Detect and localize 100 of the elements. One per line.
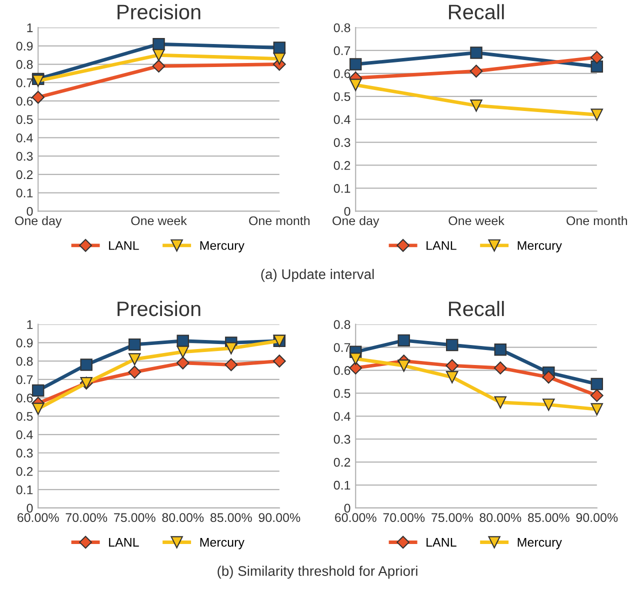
chart-title: Precision	[118, 300, 200, 316]
chart-title: Precision	[118, 4, 200, 20]
legend-label: Mercury	[518, 241, 562, 252]
x-tick-label: One month	[249, 216, 310, 226]
point	[152, 38, 165, 50]
point	[398, 334, 410, 347]
point	[470, 46, 482, 59]
point	[398, 360, 410, 372]
x-tick-label: 85.00%	[210, 513, 252, 522]
point	[349, 352, 362, 365]
point	[494, 343, 506, 356]
y-tick-label: 0.2	[334, 458, 350, 467]
y-tick-label: 0.4	[16, 134, 33, 142]
y-tick-label: 0.1	[16, 485, 33, 494]
point	[128, 366, 142, 379]
x-tick-label: 85.00%	[528, 513, 570, 522]
y-tick-label: 0.5	[16, 115, 33, 124]
y-tick-label: 0.8	[334, 320, 350, 330]
legend-label: LANL	[426, 538, 456, 547]
y-tick-label: 0.5	[334, 92, 350, 102]
y-tick-label: 0.9	[16, 42, 33, 51]
y-tick-label: 0.6	[16, 394, 33, 402]
y-tick-label: 0.7	[334, 343, 350, 352]
y-tick-label: 0.6	[334, 366, 350, 375]
x-tick-label: One month	[566, 216, 628, 226]
point	[176, 346, 189, 358]
y-tick-label: 0.3	[334, 434, 350, 444]
point	[176, 356, 190, 370]
point	[542, 370, 556, 384]
point	[152, 48, 165, 62]
point	[590, 108, 604, 121]
y-tick-label: 0.4	[334, 412, 350, 421]
x-tick-label: 70.00%	[66, 513, 108, 522]
y-tick-label: 0.3	[16, 152, 33, 161]
x-tick-label: 90.00%	[258, 513, 300, 522]
point	[80, 358, 92, 371]
x-tick-label: One day	[15, 216, 62, 228]
x-tick-label: 75.00%	[432, 513, 473, 522]
y-tick-label: 0.7	[16, 78, 33, 88]
point	[224, 358, 238, 372]
point	[349, 362, 362, 374]
y-tick-label: 0	[344, 504, 350, 513]
y-tick-label: 0.5	[334, 389, 350, 398]
point	[349, 58, 362, 70]
chart-title: Recall	[449, 4, 504, 20]
y-tick-label: 0.7	[16, 375, 33, 384]
text: (b) Similarity threshold for Apriori	[218, 566, 418, 579]
point	[470, 64, 483, 78]
y-tick-label: 0.6	[334, 69, 350, 78]
point	[349, 78, 362, 92]
y-tick-label: 0.3	[16, 448, 33, 458]
y-tick-label: 0.1	[334, 184, 350, 193]
y-tick-label: 0.2	[16, 467, 33, 476]
point	[128, 338, 141, 351]
point	[152, 60, 166, 73]
y-tick-label: 0.3	[334, 138, 350, 147]
y-tick-label: 0.5	[16, 412, 33, 421]
point	[590, 403, 604, 416]
y-tick-label: 0.1	[16, 188, 33, 198]
point	[446, 338, 458, 352]
x-tick-label: 70.00%	[383, 513, 425, 522]
y-tick-label: 0.2	[334, 161, 350, 170]
y-tick-label: 0.1	[334, 480, 350, 490]
point	[542, 398, 555, 411]
legend-label: Mercury	[200, 538, 244, 550]
y-tick-label: 1	[27, 320, 33, 329]
x-tick-label: One day	[332, 216, 380, 228]
y-tick-label: 0.7	[334, 46, 350, 56]
x-tick-label: 80.00%	[162, 513, 204, 522]
x-tick-label: 80.00%	[480, 513, 522, 522]
chart-title: Recall	[449, 300, 504, 316]
point	[494, 362, 507, 374]
text: (a) Update interval	[261, 268, 374, 282]
y-tick-label: 0.8	[334, 23, 350, 32]
point	[590, 378, 604, 390]
point	[128, 353, 141, 366]
y-tick-label: 0.8	[16, 356, 33, 366]
legend-label: Mercury	[200, 241, 244, 252]
point	[590, 50, 604, 64]
x-tick-label: One week	[131, 216, 187, 226]
y-tick-label: 0	[26, 206, 33, 216]
x-tick-label: 60.00%	[335, 513, 376, 522]
y-tick-label: 0.6	[16, 96, 33, 106]
point	[32, 402, 44, 415]
x-tick-label: 90.00%	[576, 513, 618, 522]
point	[446, 371, 458, 384]
point	[32, 90, 45, 104]
y-tick-label: 0.8	[16, 60, 33, 69]
y-tick-label: 0.4	[16, 430, 33, 440]
legend-label: LANL	[109, 538, 139, 547]
y-tick-label: 0.4	[334, 115, 350, 124]
point	[590, 389, 604, 402]
point	[494, 396, 506, 408]
legend-label: LANL	[109, 241, 139, 250]
y-tick-label: 0	[26, 504, 33, 513]
point	[470, 99, 482, 112]
x-tick-label: One week	[448, 216, 504, 226]
point	[32, 384, 44, 397]
point	[273, 52, 286, 65]
x-tick-label: 75.00%	[114, 513, 156, 522]
